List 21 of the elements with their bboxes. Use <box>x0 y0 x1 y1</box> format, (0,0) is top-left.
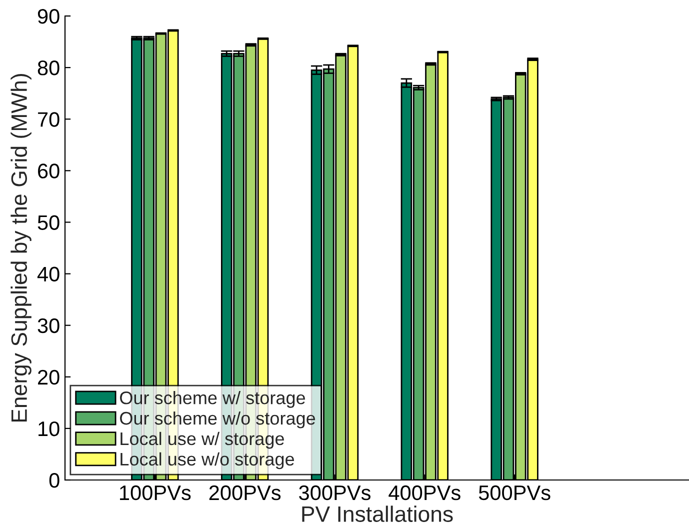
y-tick-label: 90 <box>38 9 60 24</box>
x-tick-label: 400PVs <box>388 485 460 500</box>
x-tick-label: 100PVs <box>120 485 191 500</box>
legend-label: Our scheme w/ storage <box>120 391 306 408</box>
y-tick-label: 60 <box>38 164 60 178</box>
x-tick-label: 200PVs <box>209 485 281 500</box>
legend-label: Local use w/o storage <box>120 452 294 470</box>
y-tick-label: 80 <box>38 60 60 76</box>
x-axis-title: PV Installations <box>302 506 453 522</box>
y-tick-label: 10 <box>38 421 60 436</box>
y-tick-label: 20 <box>38 370 60 385</box>
y-tick-label: 0 <box>49 473 60 488</box>
x-tick-label: 500PVs <box>478 485 550 500</box>
x-tick-label: 300PVs <box>299 485 370 500</box>
y-tick-label: 50 <box>38 215 60 230</box>
legend-label: Local use w/ storage <box>120 432 284 449</box>
legend-label: Our scheme w/o storage <box>120 411 316 428</box>
y-tick-label: 40 <box>37 266 60 282</box>
y-tick-label: 70 <box>38 112 60 127</box>
y-axis-title: Energy Supplied by the Grid (MWh) <box>10 74 32 422</box>
y-tick-label: 30 <box>38 318 60 334</box>
